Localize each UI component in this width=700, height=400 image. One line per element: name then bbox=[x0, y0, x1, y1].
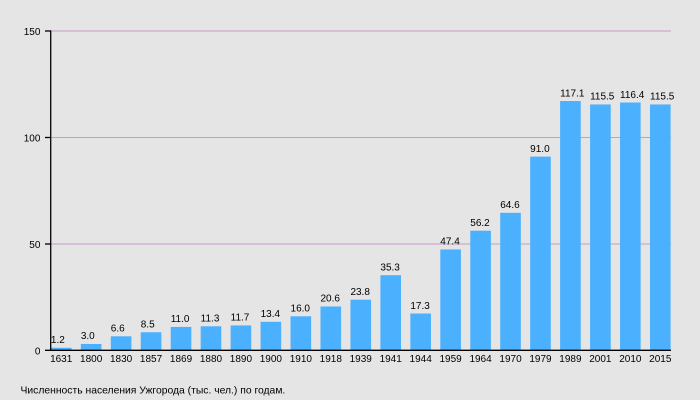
svg-text:1970: 1970 bbox=[499, 354, 522, 365]
svg-text:1857: 1857 bbox=[140, 354, 163, 365]
svg-text:1989: 1989 bbox=[559, 354, 582, 365]
svg-text:11.7: 11.7 bbox=[231, 313, 250, 324]
svg-text:23.8: 23.8 bbox=[350, 287, 370, 298]
svg-text:1910: 1910 bbox=[290, 354, 313, 365]
svg-text:50: 50 bbox=[29, 240, 41, 251]
svg-text:1944: 1944 bbox=[410, 354, 433, 365]
svg-text:116.4: 116.4 bbox=[620, 90, 645, 101]
svg-text:91.0: 91.0 bbox=[530, 144, 550, 155]
svg-text:1800: 1800 bbox=[80, 354, 103, 365]
svg-text:13.4: 13.4 bbox=[261, 309, 281, 320]
svg-text:11.0: 11.0 bbox=[171, 314, 190, 325]
svg-text:35.3: 35.3 bbox=[380, 262, 400, 273]
svg-text:1631: 1631 bbox=[50, 354, 73, 365]
svg-text:1979: 1979 bbox=[529, 354, 552, 365]
svg-text:100: 100 bbox=[24, 134, 41, 145]
svg-text:6.6: 6.6 bbox=[111, 324, 125, 335]
svg-text:1900: 1900 bbox=[260, 354, 283, 365]
svg-text:16.0: 16.0 bbox=[291, 304, 311, 315]
svg-text:1890: 1890 bbox=[230, 354, 253, 365]
svg-text:47.4: 47.4 bbox=[440, 237, 460, 248]
svg-text:1939: 1939 bbox=[350, 354, 373, 365]
svg-text:150: 150 bbox=[24, 27, 41, 38]
svg-text:56.2: 56.2 bbox=[470, 218, 490, 229]
svg-text:0: 0 bbox=[35, 346, 41, 357]
svg-text:117.1: 117.1 bbox=[560, 88, 585, 99]
svg-text:1918: 1918 bbox=[320, 354, 343, 365]
svg-text:1.2: 1.2 bbox=[51, 335, 65, 346]
svg-text:1964: 1964 bbox=[469, 354, 492, 365]
svg-text:1941: 1941 bbox=[380, 354, 403, 365]
svg-text:2015: 2015 bbox=[649, 354, 672, 365]
svg-text:115.5: 115.5 bbox=[650, 92, 675, 103]
svg-text:1959: 1959 bbox=[439, 354, 462, 365]
svg-text:Численность населения Ужгорода: Численность населения Ужгорода (тыс. чел… bbox=[21, 386, 286, 397]
svg-text:2010: 2010 bbox=[619, 354, 642, 365]
svg-text:3.0: 3.0 bbox=[81, 331, 95, 342]
svg-text:1869: 1869 bbox=[170, 354, 193, 365]
svg-text:8.5: 8.5 bbox=[141, 320, 155, 331]
svg-text:1880: 1880 bbox=[200, 354, 223, 365]
svg-text:20.6: 20.6 bbox=[320, 294, 340, 305]
svg-text:17.3: 17.3 bbox=[410, 301, 430, 312]
svg-text:64.6: 64.6 bbox=[500, 200, 520, 211]
svg-text:1830: 1830 bbox=[110, 354, 133, 365]
svg-text:2001: 2001 bbox=[589, 354, 612, 365]
svg-text:11.3: 11.3 bbox=[201, 314, 220, 325]
svg-text:115.5: 115.5 bbox=[590, 92, 615, 103]
